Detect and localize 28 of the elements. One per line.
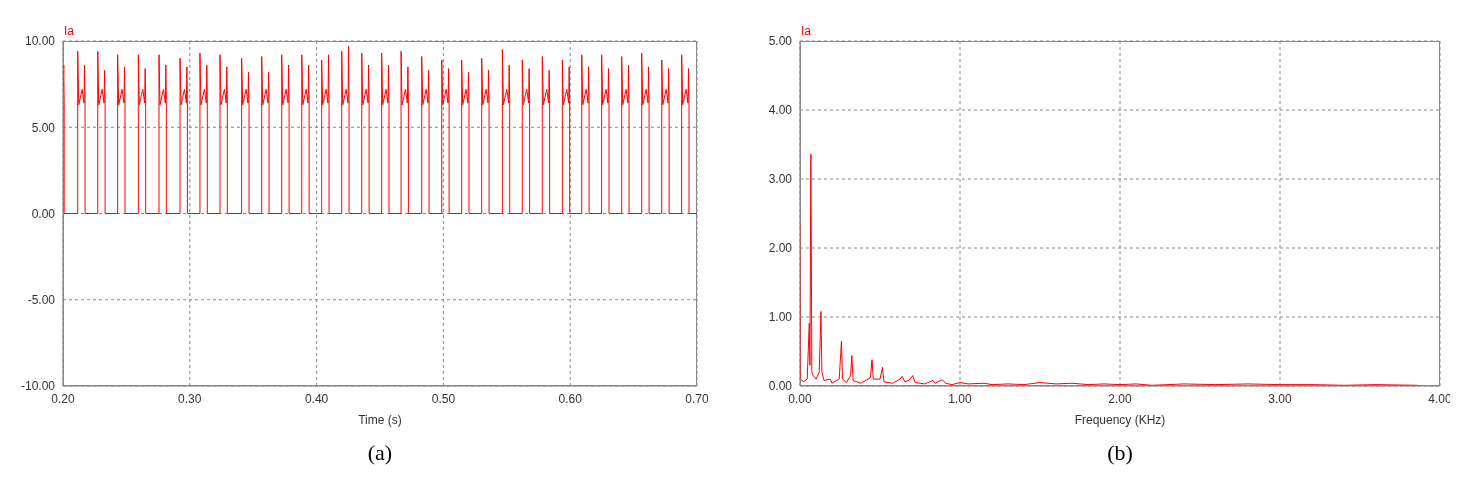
x-tick-label: 0.60 [558, 391, 583, 406]
x-tick-label: 0.50 [431, 391, 456, 406]
y-tick-label: 2.00 [768, 241, 793, 256]
x-tick-label: 0.70 [685, 391, 709, 406]
y-tick-label: -10.00 [20, 379, 56, 394]
y-tick-label: 0.00 [768, 379, 793, 394]
x-tick-label: 0.20 [51, 391, 75, 406]
x-tick-label: 0.40 [304, 391, 329, 406]
line-series [63, 45, 697, 214]
y-tick-label: -5.00 [27, 293, 56, 308]
x-tick-label: 2.00 [1108, 391, 1132, 406]
x-tick-label: 3.00 [1268, 391, 1292, 406]
y-axis-title: Ia [801, 24, 812, 38]
y-tick-label: 5.00 [768, 34, 793, 49]
y-tick-label: 0.00 [31, 206, 56, 221]
x-tick-label: 0.30 [178, 391, 202, 406]
x-tick-label: 1.00 [948, 391, 972, 406]
y-tick-label: 5.00 [31, 120, 56, 135]
y-tick-label: 1.00 [768, 310, 793, 325]
x-axis-title: Frequency (KHz) [1074, 413, 1166, 427]
x-axis-title: Time (s) [358, 413, 402, 427]
y-tick-label: 3.00 [768, 172, 793, 187]
x-tick-label: 0.00 [788, 391, 812, 406]
y-axis-title: Ia [64, 24, 75, 38]
text: (a) [366, 440, 394, 466]
text: (b) [1106, 440, 1134, 466]
y-tick-label: 4.00 [768, 103, 793, 118]
y-tick-label: 10.00 [24, 34, 56, 49]
